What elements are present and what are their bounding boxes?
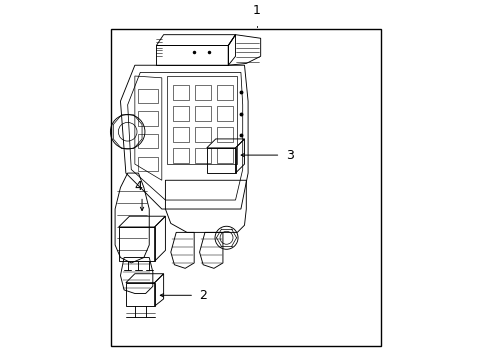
Bar	[111, 29, 380, 346]
Text: 3: 3	[285, 149, 293, 162]
Text: 2: 2	[199, 289, 207, 302]
Text: 1: 1	[253, 4, 261, 17]
Text: 4: 4	[134, 180, 142, 193]
